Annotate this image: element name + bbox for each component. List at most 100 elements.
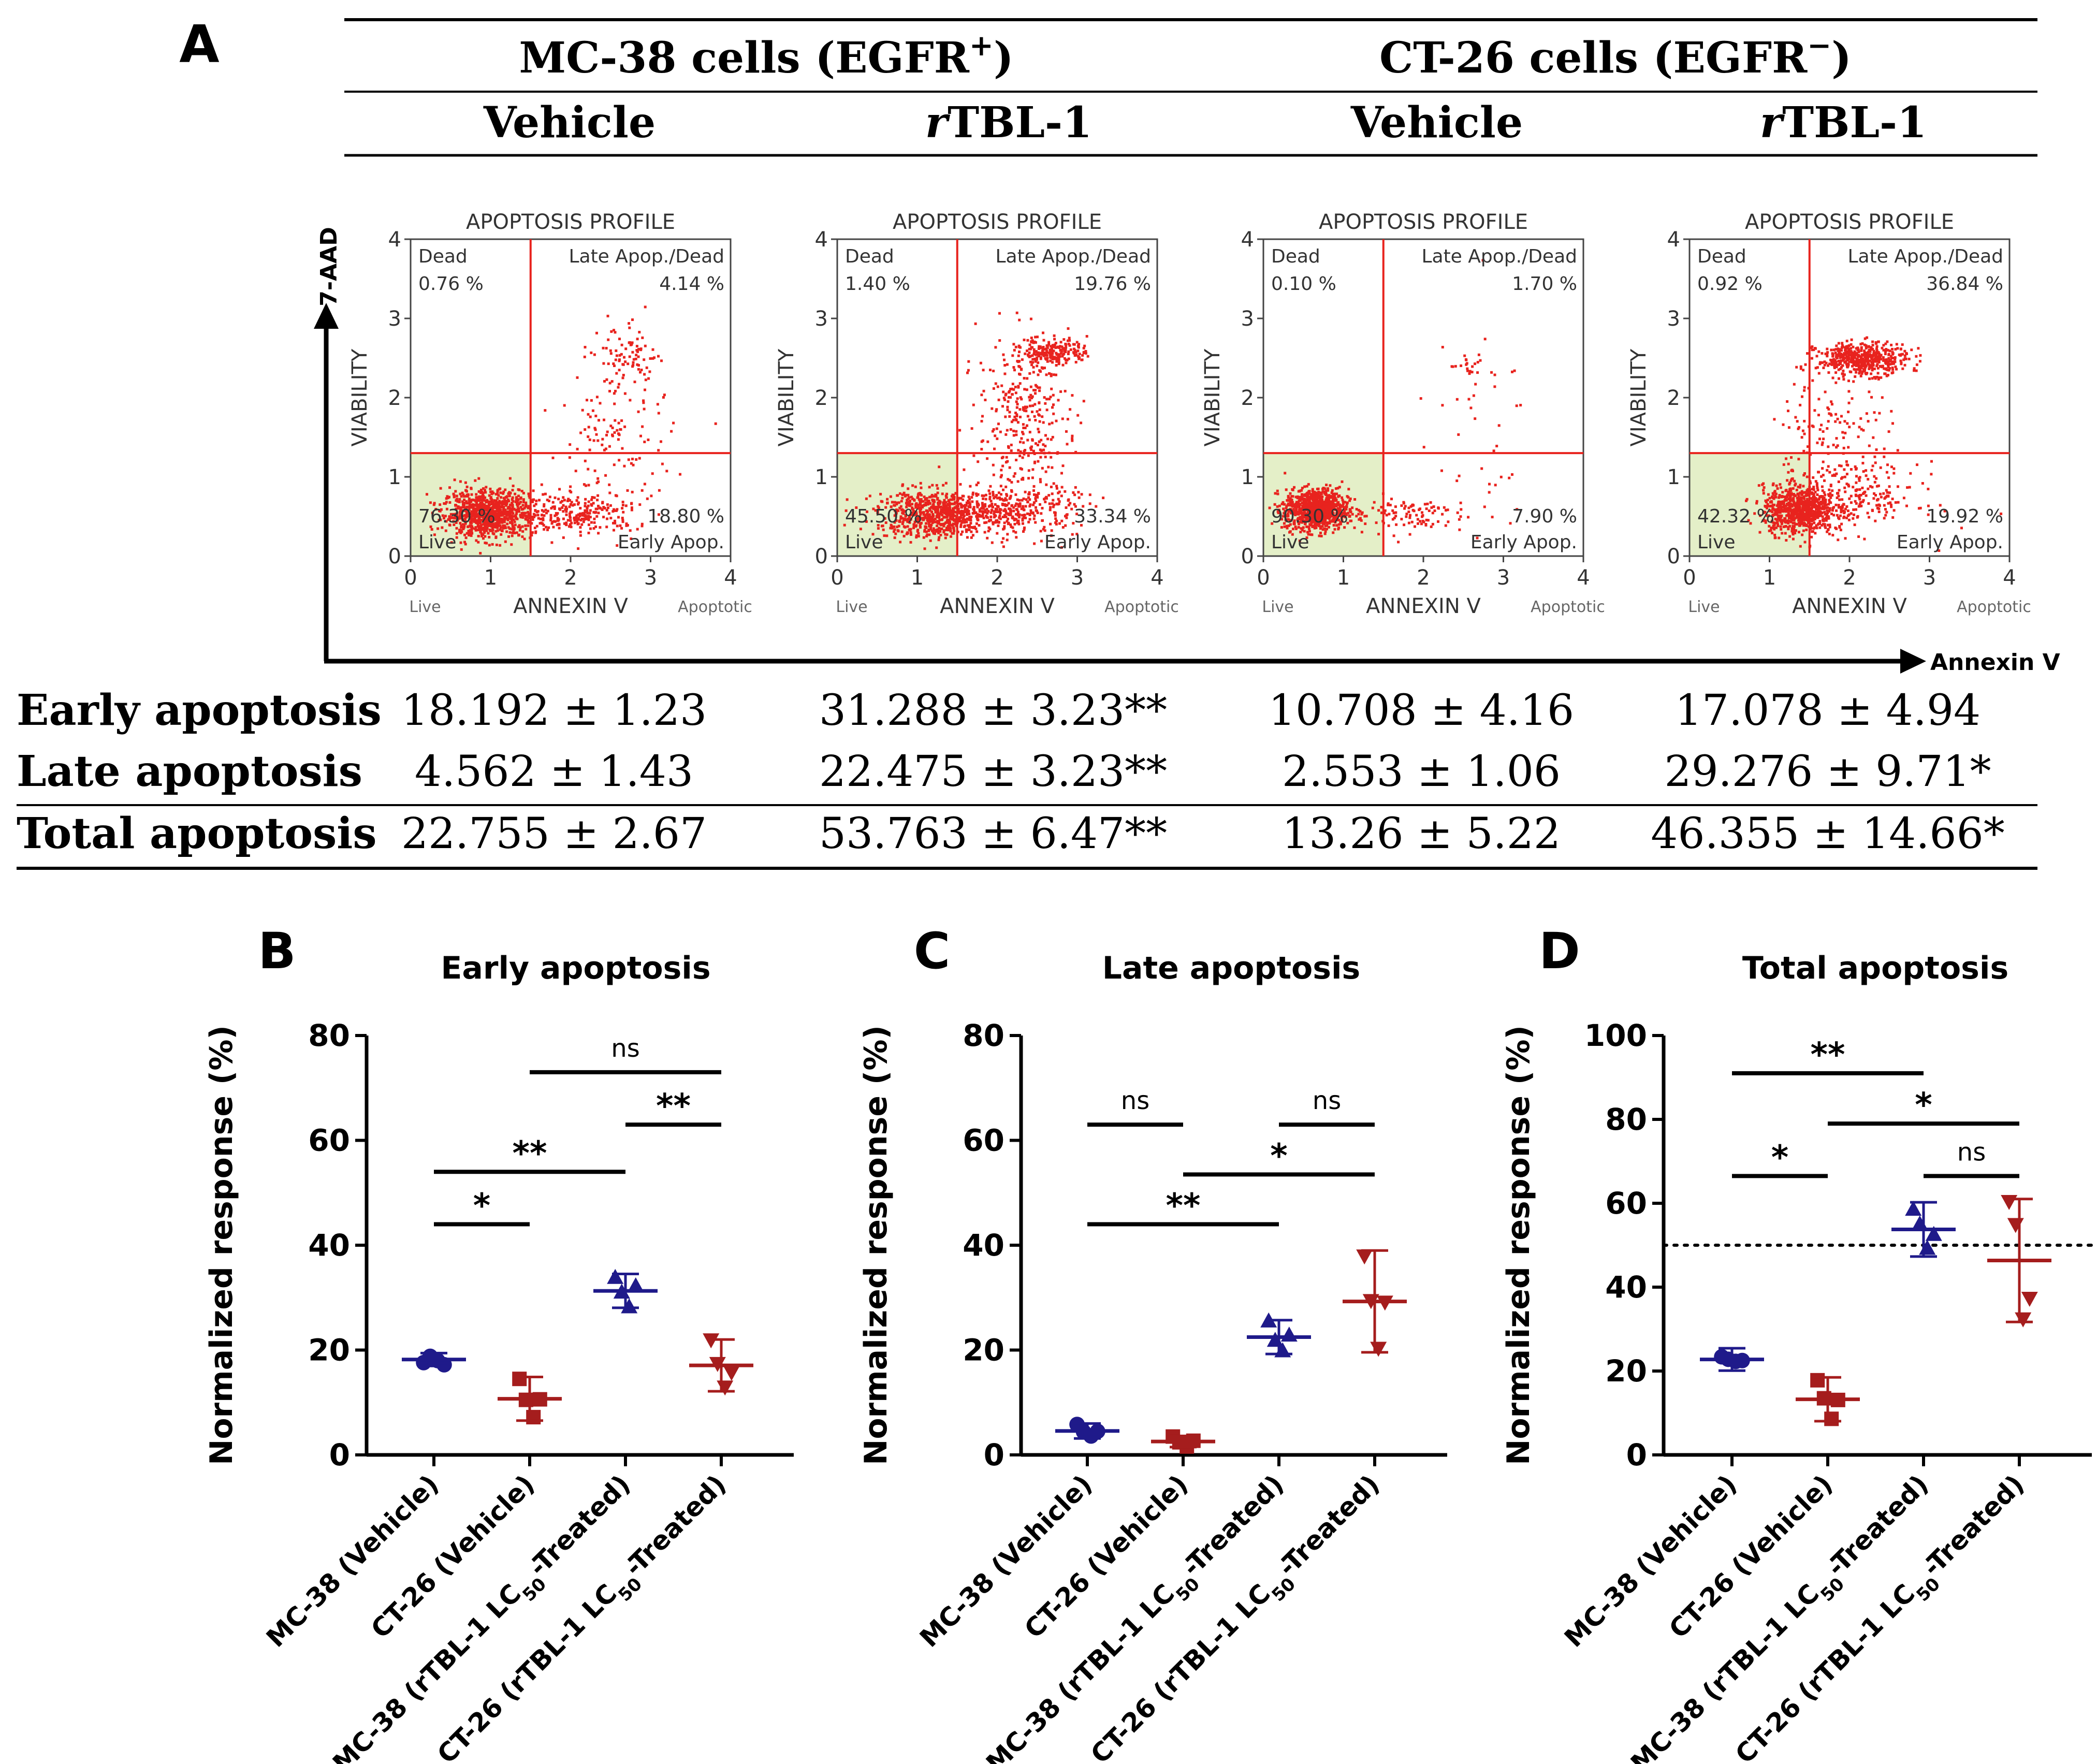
event-dot <box>1804 515 1808 518</box>
event-dot <box>1333 518 1336 521</box>
event-dot <box>1053 334 1056 337</box>
event-dot <box>542 518 545 521</box>
event-dot <box>622 374 625 376</box>
event-dot <box>987 489 991 492</box>
event-dot <box>463 524 466 528</box>
event-dot <box>1051 435 1054 439</box>
event-dot <box>1293 509 1296 513</box>
event-dot <box>1348 499 1351 502</box>
event-dot <box>459 492 462 495</box>
event-dot <box>1337 507 1341 511</box>
event-dot <box>629 529 632 532</box>
event-dot <box>946 525 950 528</box>
event-dot <box>1032 389 1035 392</box>
event-dot <box>1465 363 1468 366</box>
event-dot <box>928 524 931 527</box>
event-dot <box>1036 356 1039 359</box>
event-dot <box>909 531 912 534</box>
event-dot <box>912 527 915 530</box>
event-dot <box>445 501 448 504</box>
event-dot <box>1028 513 1031 516</box>
event-dot <box>494 530 498 533</box>
event-dot <box>1032 485 1036 488</box>
event-dot <box>579 534 582 537</box>
event-dot <box>964 507 967 511</box>
event-dot <box>1005 456 1008 459</box>
event-dot <box>978 510 981 513</box>
event-dot <box>1022 522 1024 525</box>
event-dot <box>868 494 871 498</box>
event-dot <box>554 496 557 499</box>
event-dot <box>471 515 473 518</box>
event-dot <box>637 348 640 351</box>
event-dot <box>877 527 880 530</box>
event-dot <box>517 494 520 498</box>
event-dot <box>1423 503 1426 506</box>
event-dot <box>1780 514 1783 517</box>
event-dot <box>458 529 461 532</box>
event-dot <box>1421 511 1423 514</box>
event-dot <box>1351 506 1354 509</box>
event-dot <box>614 419 617 422</box>
event-dot <box>922 504 925 507</box>
event-dot <box>1833 468 1837 471</box>
event-dot <box>1792 531 1794 534</box>
event-dot <box>1400 504 1403 507</box>
y-tick-label: 4 <box>388 228 401 252</box>
event-dot <box>1042 353 1045 356</box>
event-dot <box>1015 413 1018 416</box>
event-dot <box>473 516 476 519</box>
event-dot <box>1081 358 1084 361</box>
event-dot <box>1407 511 1410 514</box>
event-dot <box>1318 524 1321 528</box>
event-dot <box>1465 358 1468 361</box>
event-dot <box>1071 437 1074 440</box>
event-dot <box>1022 507 1025 509</box>
event-dot <box>1336 487 1339 490</box>
event-dot <box>1022 408 1025 411</box>
event-dot <box>511 515 514 518</box>
quadrant-late-percent: 1.70 % <box>1512 273 1577 295</box>
event-dot <box>500 501 503 504</box>
event-dot <box>621 507 624 510</box>
event-dot <box>1511 370 1513 373</box>
event-dot <box>879 492 882 495</box>
event-dot <box>1347 496 1350 499</box>
event-dot <box>1821 524 1823 527</box>
event-dot <box>1787 521 1790 524</box>
event-dot <box>557 522 560 526</box>
event-dot <box>1024 449 1027 451</box>
event-dot <box>1385 514 1388 517</box>
event-dot <box>1083 344 1086 347</box>
event-dot <box>1337 528 1340 531</box>
x-tick-label: 3 <box>1071 566 1084 590</box>
event-dot <box>1016 508 1019 511</box>
event-dot <box>432 503 435 506</box>
event-dot <box>1818 526 1822 529</box>
event-dot <box>632 361 635 364</box>
event-dot <box>1857 505 1860 508</box>
event-dot <box>1038 430 1040 433</box>
event-dot <box>1018 499 1021 502</box>
event-dot <box>940 508 943 512</box>
event-dot <box>1429 501 1432 504</box>
event-dot <box>966 371 969 374</box>
event-dot <box>613 365 616 367</box>
event-dot <box>464 507 468 510</box>
event-dot <box>515 496 518 499</box>
event-dot <box>616 429 619 432</box>
event-dot <box>486 520 489 523</box>
event-dot <box>617 516 620 519</box>
event-dot <box>890 525 893 528</box>
event-dot <box>1016 512 1020 515</box>
event-dot <box>1031 395 1034 398</box>
event-dot <box>1007 445 1010 448</box>
event-dot <box>568 456 571 459</box>
event-dot <box>618 369 621 372</box>
event-dot <box>1830 513 1833 515</box>
event-dot <box>952 522 955 526</box>
event-dot <box>627 458 630 461</box>
event-dot <box>598 506 601 509</box>
event-dot <box>1798 512 1801 515</box>
